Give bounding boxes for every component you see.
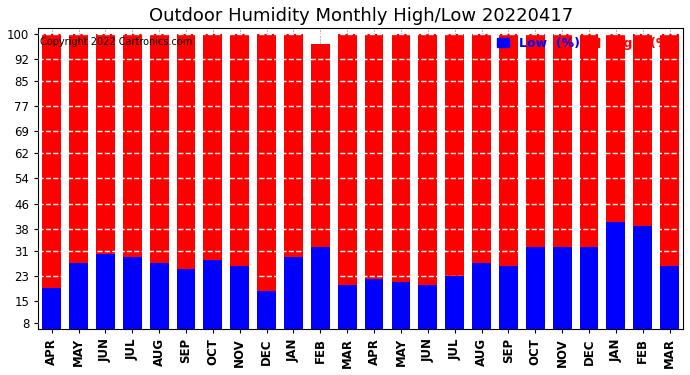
Bar bbox=[607, 34, 625, 348]
Bar bbox=[230, 266, 249, 348]
Bar bbox=[69, 34, 88, 348]
Bar bbox=[123, 257, 141, 348]
Bar bbox=[633, 34, 652, 348]
Bar bbox=[42, 34, 61, 348]
Bar bbox=[633, 225, 652, 348]
Bar bbox=[96, 254, 115, 348]
Bar bbox=[230, 34, 249, 348]
Bar bbox=[526, 34, 544, 348]
Bar bbox=[311, 44, 330, 348]
Bar bbox=[418, 34, 437, 348]
Bar bbox=[391, 34, 411, 348]
Bar bbox=[445, 34, 464, 348]
Bar bbox=[472, 263, 491, 348]
Bar bbox=[418, 285, 437, 348]
Bar bbox=[123, 34, 141, 348]
Bar bbox=[580, 248, 598, 348]
Bar bbox=[150, 263, 168, 348]
Bar bbox=[69, 263, 88, 348]
Bar bbox=[204, 34, 222, 348]
Bar bbox=[499, 34, 518, 348]
Bar bbox=[607, 222, 625, 348]
Bar bbox=[365, 34, 384, 348]
Bar bbox=[472, 34, 491, 348]
Bar bbox=[311, 248, 330, 348]
Bar bbox=[660, 266, 679, 348]
Bar bbox=[553, 34, 571, 348]
Bar bbox=[445, 276, 464, 348]
Bar bbox=[177, 269, 195, 348]
Bar bbox=[284, 257, 303, 348]
Bar bbox=[526, 248, 544, 348]
Bar bbox=[150, 34, 168, 348]
Bar bbox=[42, 288, 61, 348]
Bar bbox=[499, 266, 518, 348]
Bar bbox=[257, 291, 276, 348]
Title: Outdoor Humidity Monthly High/Low 20220417: Outdoor Humidity Monthly High/Low 202204… bbox=[148, 7, 573, 25]
Bar bbox=[284, 34, 303, 348]
Bar bbox=[204, 260, 222, 348]
Bar bbox=[391, 282, 411, 348]
Bar bbox=[177, 34, 195, 348]
Bar bbox=[257, 34, 276, 348]
Bar bbox=[365, 279, 384, 348]
Bar bbox=[660, 34, 679, 348]
Bar bbox=[338, 285, 357, 348]
Bar bbox=[553, 248, 571, 348]
Bar bbox=[96, 34, 115, 348]
Legend: Low  (%), High  (%): Low (%), High (%) bbox=[494, 34, 677, 52]
Bar bbox=[338, 34, 357, 348]
Bar bbox=[580, 34, 598, 348]
Text: Copyright 2022 Cartronics.com: Copyright 2022 Cartronics.com bbox=[39, 37, 192, 47]
